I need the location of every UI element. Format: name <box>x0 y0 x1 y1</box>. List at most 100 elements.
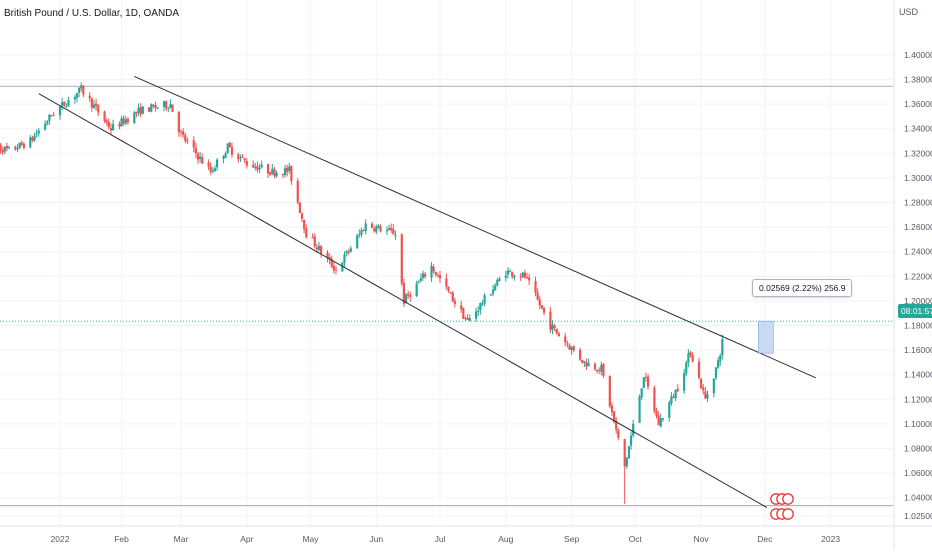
candle-body <box>551 324 554 330</box>
candle-body <box>525 277 529 279</box>
candle-body <box>638 396 641 423</box>
candle-body <box>602 363 605 376</box>
candle-body <box>182 131 185 135</box>
candle-body <box>617 429 620 438</box>
candle-body <box>201 157 204 164</box>
candle-body <box>629 435 633 446</box>
y-tick-label: 1.10000 <box>904 419 932 429</box>
candle-body <box>300 213 304 219</box>
x-tick-label: Jun <box>369 534 383 544</box>
candle-body <box>243 158 246 161</box>
candle-body <box>179 131 183 133</box>
candle-body <box>334 269 338 271</box>
candle-body <box>385 230 389 232</box>
candle-body <box>109 128 113 131</box>
candle-body <box>702 387 705 391</box>
y-tick-label: 1.24000 <box>904 247 932 257</box>
candle-body <box>50 115 53 117</box>
candle-body <box>714 367 718 378</box>
candle-body <box>627 446 631 459</box>
candle-body <box>311 237 314 239</box>
candle-body <box>377 225 380 228</box>
y-tick-label: 1.28000 <box>904 198 932 208</box>
candle-body <box>400 234 403 284</box>
candle-body <box>672 396 675 398</box>
candle-body <box>237 154 240 160</box>
candle-body <box>141 106 144 114</box>
chart-title: British Pound / U.S. Dollar, 1D, OANDA <box>4 8 180 19</box>
candle-body <box>581 359 584 363</box>
candle-body <box>18 142 21 149</box>
candle-body <box>31 137 34 141</box>
trendline-lower <box>38 93 768 508</box>
candle-body <box>148 107 151 112</box>
candle-body <box>154 104 157 108</box>
candle-body <box>94 103 98 106</box>
y-tick-label: 1.26000 <box>904 222 932 232</box>
y-tick-label: 1.32000 <box>904 148 932 158</box>
candle-body <box>254 166 257 168</box>
candle-body <box>687 353 690 363</box>
candle-body <box>326 252 329 259</box>
candle-body <box>623 439 626 467</box>
candle-body <box>48 114 51 121</box>
candle-body <box>177 112 180 133</box>
candle-body <box>706 394 709 399</box>
candle-body <box>305 228 308 238</box>
y-tick-label: 1.16000 <box>904 345 932 355</box>
candle-body <box>332 265 335 271</box>
event-marker-0 <box>770 493 794 505</box>
candle-body <box>373 228 376 231</box>
candle-body <box>415 283 418 297</box>
candle-body <box>135 111 138 114</box>
candle-body <box>390 227 393 230</box>
candle-body <box>61 102 64 106</box>
candle-body <box>252 164 255 168</box>
candle-body <box>370 223 374 228</box>
candle-body <box>345 251 348 254</box>
candle-body <box>124 119 127 124</box>
candle-body <box>5 145 9 149</box>
x-tick-label: Sep <box>564 534 579 544</box>
candle-body <box>228 142 231 148</box>
candle-body <box>92 104 96 109</box>
candle-body <box>608 375 611 407</box>
candle-body <box>585 362 588 367</box>
candle-body <box>640 388 643 398</box>
candle-body <box>449 292 452 294</box>
candle-body <box>436 274 439 276</box>
candle-body <box>451 292 454 302</box>
candle-body <box>226 143 229 153</box>
candle-body <box>691 355 694 362</box>
x-tick-label: 2022 <box>51 534 70 544</box>
candle-body <box>29 137 32 148</box>
candle-body <box>438 275 442 279</box>
y-tick-label: 1.22000 <box>904 271 932 281</box>
candle-body <box>424 274 427 277</box>
candle-body <box>521 272 524 277</box>
candle-body <box>266 164 270 174</box>
candle-body <box>659 418 662 427</box>
candle-body <box>653 387 656 412</box>
candle-body <box>579 349 582 360</box>
candle-body <box>283 168 287 175</box>
candle-body <box>46 121 49 124</box>
candle-body <box>349 248 352 252</box>
candle-body <box>453 300 456 304</box>
candle-body <box>111 124 115 130</box>
candle-body <box>683 373 686 391</box>
y-tick-label: 1.18000 <box>904 321 932 331</box>
y-tick-label: 1.06000 <box>904 468 932 478</box>
x-tick-label: Feb <box>114 534 129 544</box>
candle-body <box>477 310 480 312</box>
candle-body <box>674 389 677 399</box>
candle-body <box>447 286 450 292</box>
candle-body <box>224 153 227 158</box>
x-tick-label: 2023 <box>821 534 840 544</box>
candle-body <box>63 101 66 106</box>
price-countdown-tag: 08:01:57 <box>898 304 932 318</box>
y-tick-label: 1.02500 <box>904 511 932 521</box>
candle-body <box>156 107 159 109</box>
